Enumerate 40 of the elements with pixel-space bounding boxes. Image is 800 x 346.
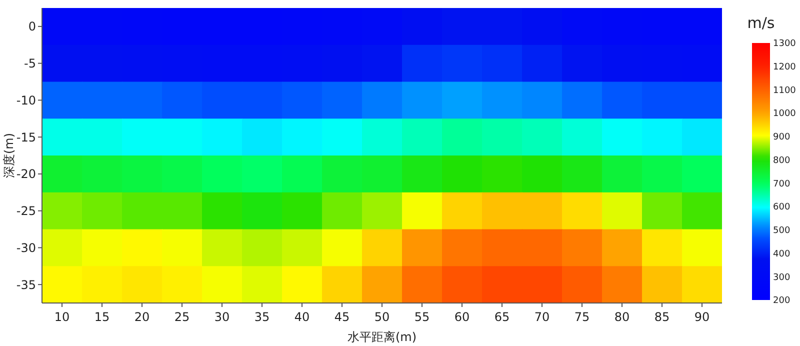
color-bar-label: 800 xyxy=(773,156,790,166)
y-tick-label: -5 xyxy=(24,56,36,71)
y-tick-label: -15 xyxy=(16,130,36,144)
x-tick-label: 75 xyxy=(574,310,590,324)
y-tick-label: -35 xyxy=(16,278,36,292)
y-tick-label: -30 xyxy=(16,240,36,255)
color-bar-label: 600 xyxy=(773,202,790,213)
x-tick-label: 60 xyxy=(454,310,470,324)
x-tick-label: 35 xyxy=(254,310,270,324)
x-tick-label: 90 xyxy=(694,310,710,324)
color-bar-label: 1200 xyxy=(773,62,796,73)
color-bar-label: 700 xyxy=(773,179,790,190)
x-axis-title: 水平距离(m) xyxy=(347,330,417,344)
color-bar-label: 900 xyxy=(773,132,790,143)
color-bar-label: 500 xyxy=(773,226,790,236)
x-tick-label: 85 xyxy=(654,310,670,324)
x-tick-label: 55 xyxy=(414,310,430,324)
y-axis-title: 深度(m) xyxy=(2,132,16,178)
color-bar-title: m/s xyxy=(747,14,775,32)
color-bar-label: 1100 xyxy=(773,86,796,96)
x-tick-label: 40 xyxy=(294,310,310,324)
color-bar-label: 400 xyxy=(773,249,790,260)
x-tick-label: 10 xyxy=(54,310,70,324)
y-tick-label: -20 xyxy=(16,167,36,182)
color-bar-label: 1000 xyxy=(773,109,796,120)
x-tick-label: 45 xyxy=(334,310,350,324)
y-tick-label: -25 xyxy=(16,204,36,218)
x-tick-label: 70 xyxy=(534,310,550,324)
y-tick-label: 0 xyxy=(28,20,36,34)
x-tick-label: 50 xyxy=(374,310,390,324)
x-tick-label: 20 xyxy=(134,310,150,324)
color-bar-label: 300 xyxy=(773,272,790,283)
x-tick-label: 65 xyxy=(494,310,510,324)
x-tick-label: 80 xyxy=(614,310,630,324)
x-tick-label: 25 xyxy=(174,310,190,324)
x-tick-label: 30 xyxy=(214,310,230,324)
color-bar-label: 1300 xyxy=(773,39,796,50)
color-bar-label: 200 xyxy=(773,296,790,306)
y-tick-label: -10 xyxy=(16,93,36,108)
x-tick-label: 15 xyxy=(94,310,110,324)
